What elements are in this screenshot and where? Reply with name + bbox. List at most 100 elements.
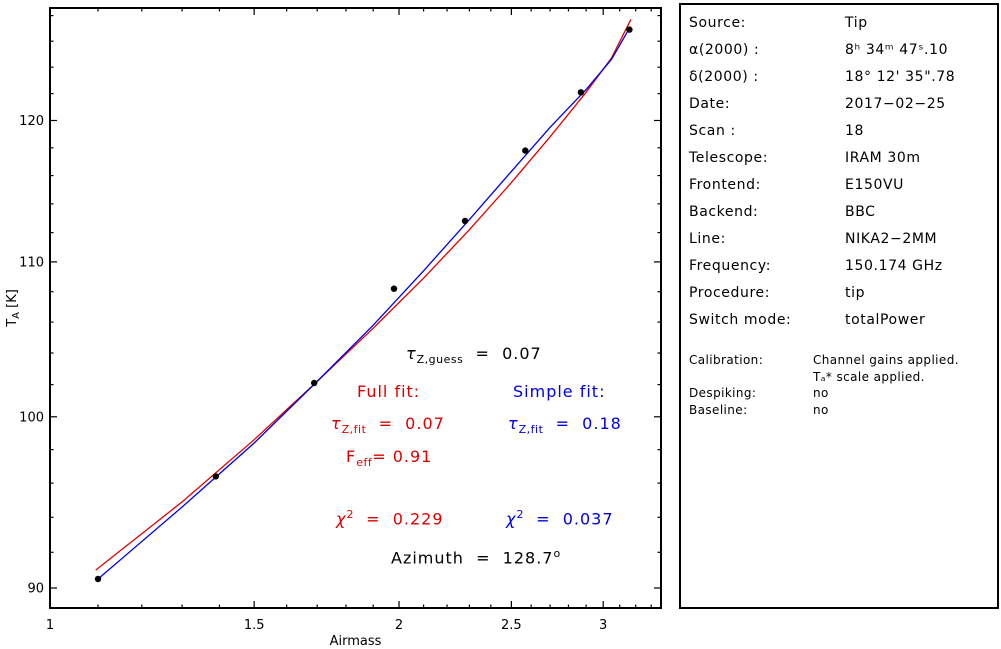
x-tick-label: 1	[46, 618, 54, 633]
data-point	[461, 217, 469, 225]
row-value: tip	[845, 284, 866, 301]
panel-row-dec: δ(2000) : 18° 12' 35".78	[689, 63, 997, 90]
x-axis-title: Airmass	[330, 634, 382, 649]
data-point	[212, 473, 219, 480]
panel-row-calibration: Calibration: Channel gains applied.	[689, 352, 997, 369]
row-value: IRAM 30m	[845, 149, 921, 166]
row-value: totalPower	[845, 311, 926, 328]
row-label: Baseline:	[689, 402, 748, 417]
degree-superscript: o	[553, 547, 561, 560]
tau-fit-subscript: Z,fit	[341, 423, 367, 437]
y-tick-label: 120	[19, 114, 44, 129]
panel-row-scan: Scan : 18	[689, 117, 997, 144]
row-value: 8ʰ 34ᵐ 47ˢ.10	[845, 41, 949, 58]
tau-guess-value: = 0.07	[463, 344, 542, 363]
row-value: no	[813, 386, 829, 400]
row-label: Switch mode:	[689, 311, 792, 328]
row-label: Source:	[689, 14, 747, 31]
annotation-azimuth: Azimuth = 128.7o	[391, 547, 561, 567]
chi2-simple-value: = 0.037	[523, 509, 614, 529]
row-value: Tₐ* scale applied.	[813, 369, 925, 384]
row-value: no	[813, 402, 829, 417]
y-axis-title: TA [K]	[5, 289, 22, 328]
row-value: Channel gains applied.	[813, 353, 959, 367]
panel-row-line: Line: NIKA2−2MM	[689, 225, 997, 252]
row-value: NIKA2−2MM	[845, 230, 938, 247]
panel-row-source: Source: Tip	[689, 9, 997, 36]
row-value: E150VU	[845, 176, 904, 193]
chi2-exponent: 2	[346, 508, 354, 521]
row-value: Tip	[845, 14, 868, 31]
y-tick-label: 100	[19, 410, 44, 425]
tau-fit-simple-value: = 0.18	[543, 414, 622, 433]
row-label: Telescope:	[689, 149, 769, 166]
annotation-tau-fit-full: τZ,fit = 0.07	[331, 414, 445, 436]
row-label: Line:	[689, 230, 726, 247]
chi-symbol: χ	[336, 509, 347, 529]
annotation-forward-efficiency: Feff= 0.91	[346, 447, 432, 469]
row-label: Date:	[689, 95, 731, 112]
calibration-block: Calibration: Channel gains applied. Tₐ* s…	[689, 352, 997, 418]
row-label: Despiking:	[689, 386, 757, 400]
row-label: Frontend:	[689, 176, 761, 193]
simple-fit-label: Simple fit:	[513, 382, 606, 401]
tau-symbol: τ	[331, 414, 342, 433]
tau-guess-subscript: Z,guess	[416, 353, 464, 367]
feff-value: = 0.91	[372, 447, 433, 466]
y-tick-label: 110	[19, 255, 44, 270]
row-value: 150.174 GHz	[845, 257, 943, 274]
panel-row-calibration-2: Tₐ* scale applied.	[689, 369, 997, 386]
chi2-exponent: 2	[516, 508, 524, 521]
x-tick-label: 3	[599, 618, 607, 633]
tau-symbol: τ	[406, 344, 417, 363]
data-point	[94, 575, 102, 583]
row-label-spacer	[689, 369, 813, 386]
x-tick-label: 2.5	[501, 618, 522, 633]
data-point	[522, 147, 529, 154]
data-point	[311, 379, 318, 387]
row-label: Calibration:	[689, 353, 764, 367]
panel-row-baseline: Baseline: no	[689, 402, 997, 419]
annotation-chi2-simple: χ2 = 0.037	[506, 508, 614, 528]
chi2-full-value: = 0.229	[353, 509, 444, 529]
row-value: BBC	[845, 203, 876, 220]
row-label: Frequency:	[689, 257, 772, 274]
row-label: Scan :	[689, 122, 736, 139]
full-fit-curve	[95, 19, 632, 571]
annotation-tau-guess: τZ,guess = 0.07	[406, 344, 542, 366]
row-value: 2017−02−25	[845, 95, 946, 112]
data-point	[626, 26, 633, 33]
panel-row-frequency: Frequency: 150.174 GHz	[689, 252, 997, 279]
tau-fit-subscript: Z,fit	[518, 423, 544, 437]
panel-row-frontend: Frontend: E150VU	[689, 171, 997, 198]
feff-subscript: eff	[356, 456, 373, 470]
chi-symbol: χ	[506, 509, 517, 529]
row-label: α(2000) :	[689, 41, 760, 58]
tau-fit-full-value: = 0.07	[366, 414, 445, 433]
airmass-temperature-plot: 1 1.5 2 2.5 3 90 100 110 120 Airmass TA [K]	[5, 7, 662, 649]
feff-symbol: F	[346, 447, 357, 466]
scan-info-panel: Source: Tip α(2000) : 8ʰ 34ᵐ 47ˢ.10 δ(2000…	[679, 3, 999, 609]
full-fit-label: Full fit:	[357, 382, 421, 401]
panel-row-procedure: Procedure: tip	[689, 279, 997, 306]
panel-row-backend: Backend: BBC	[689, 198, 997, 225]
row-label: δ(2000) :	[689, 68, 759, 85]
panel-row-telescope: Telescope: IRAM 30m	[689, 144, 997, 171]
data-point	[390, 285, 398, 292]
plot-frame	[49, 7, 662, 609]
y-tick-label: 90	[27, 582, 44, 597]
panel-row-ra: α(2000) : 8ʰ 34ᵐ 47ˢ.10	[689, 36, 997, 63]
panel-row-switch-mode: Switch mode: totalPower	[689, 306, 997, 333]
x-tick-label: 2	[395, 618, 403, 633]
azimuth-value: Azimuth = 128.7	[391, 548, 554, 568]
panel-row-date: Date: 2017−02−25	[689, 90, 997, 117]
panel-row-despiking: Despiking: no	[689, 385, 997, 402]
row-label: Procedure:	[689, 284, 771, 301]
simple-fit-curve	[97, 27, 630, 580]
data-point	[577, 89, 585, 96]
x-tick-label: 1.5	[244, 618, 265, 633]
tau-symbol: τ	[508, 414, 519, 433]
annotation-tau-fit-simple: τZ,fit = 0.18	[508, 414, 622, 436]
annotation-chi2-full: χ2 = 0.229	[336, 508, 444, 528]
